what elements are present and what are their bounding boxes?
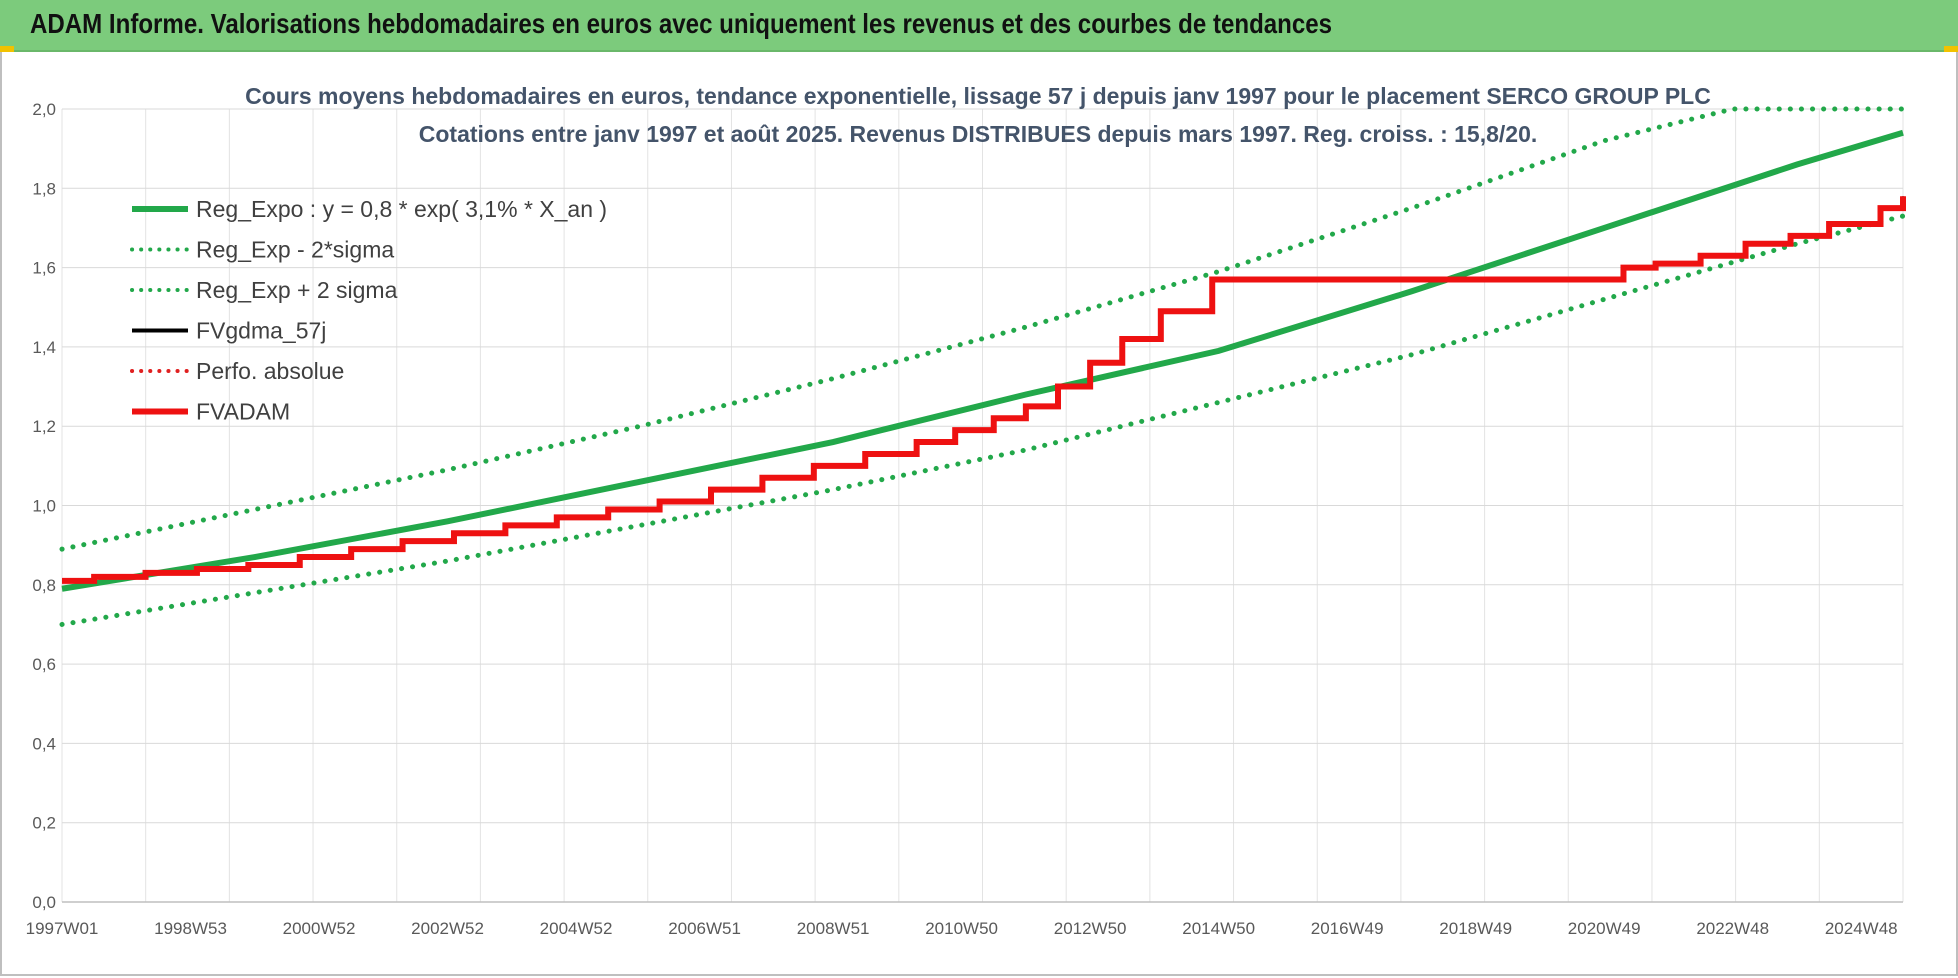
x-tick-label: 2018W49 (1439, 919, 1512, 938)
x-tick-label: 2000W52 (283, 919, 356, 938)
legend-label-3: FVgdma_57j (196, 318, 326, 344)
series-line-1 (59, 213, 1906, 627)
x-tick-label: 2024W48 (1825, 919, 1898, 938)
y-tick-label: 0,2 (32, 814, 56, 833)
series-line-0 (61, 129, 1904, 592)
x-tick-label: 2016W49 (1311, 919, 1384, 938)
report-title: ADAM Informe. Valorisations hebdomadaire… (30, 8, 1333, 39)
report-banner: ADAM Informe. Valorisations hebdomadaire… (0, 0, 1958, 52)
legend-label-0: Reg_Expo : y = 0,8 * exp( 3,1% * X_an ) (196, 196, 607, 222)
x-tick-label: 1998W53 (154, 919, 227, 938)
series-line-5 (62, 196, 1906, 584)
legend-label-4: Perfo. absolue (196, 358, 344, 384)
chart-title-line-2: Cotations entre janv 1997 et août 2025. … (419, 121, 1538, 147)
x-tick-label: 2010W50 (925, 919, 998, 938)
x-tick-label: 2006W51 (668, 919, 741, 938)
y-tick-label: 1,2 (32, 417, 56, 436)
y-tick-label: 1,4 (32, 338, 56, 357)
x-tick-label: 2020W49 (1568, 919, 1641, 938)
y-tick-label: 0,4 (32, 734, 56, 753)
series-layer (59, 106, 1906, 627)
x-tick-label: 2022W48 (1696, 919, 1769, 938)
y-tick-label: 1,8 (32, 179, 56, 198)
corner-marker (1944, 46, 1958, 52)
chart-frame (0, 52, 1958, 976)
chart-grid (61, 108, 1904, 903)
y-tick-label: 0,0 (32, 893, 56, 912)
y-tick-label: 1,0 (32, 497, 56, 516)
y-tick-label: 1,6 (32, 259, 56, 278)
y-tick-label: 0,6 (32, 655, 56, 674)
x-tick-label: 2002W52 (411, 919, 484, 938)
x-tick-label: 2012W50 (1054, 919, 1127, 938)
y-axis-ticks: 0,0 0,2 0,4 0,6 0,8 1,0 1,2 1,4 1,6 1,8 2,0 (32, 100, 56, 912)
legend-label-2: Reg_Exp + 2 sigma (196, 277, 398, 303)
legend-label-1: Reg_Exp - 2*sigma (196, 237, 394, 263)
x-tick-label: 1997W01 (26, 919, 99, 938)
legend: Reg_Expo : y = 0,8 * exp( 3,1% * X_an ) R… (130, 196, 607, 425)
y-tick-label: 0,8 (32, 576, 56, 595)
x-tick-label: 2008W51 (797, 919, 870, 938)
x-tick-label: 2004W52 (540, 919, 613, 938)
y-tick-label: 2,0 (32, 100, 56, 119)
chart-title-line-1: Cours moyens hebdomadaires en euros, ten… (245, 83, 1711, 109)
series-line-2 (59, 106, 1906, 552)
x-tick-label: 2014W50 (1182, 919, 1255, 938)
legend-label-5: FVADAM (196, 399, 290, 425)
corner-marker (0, 46, 14, 52)
x-axis-ticks: 1997W01 1998W53 2000W52 2002W52 2004W52 2006W… (26, 919, 1898, 938)
